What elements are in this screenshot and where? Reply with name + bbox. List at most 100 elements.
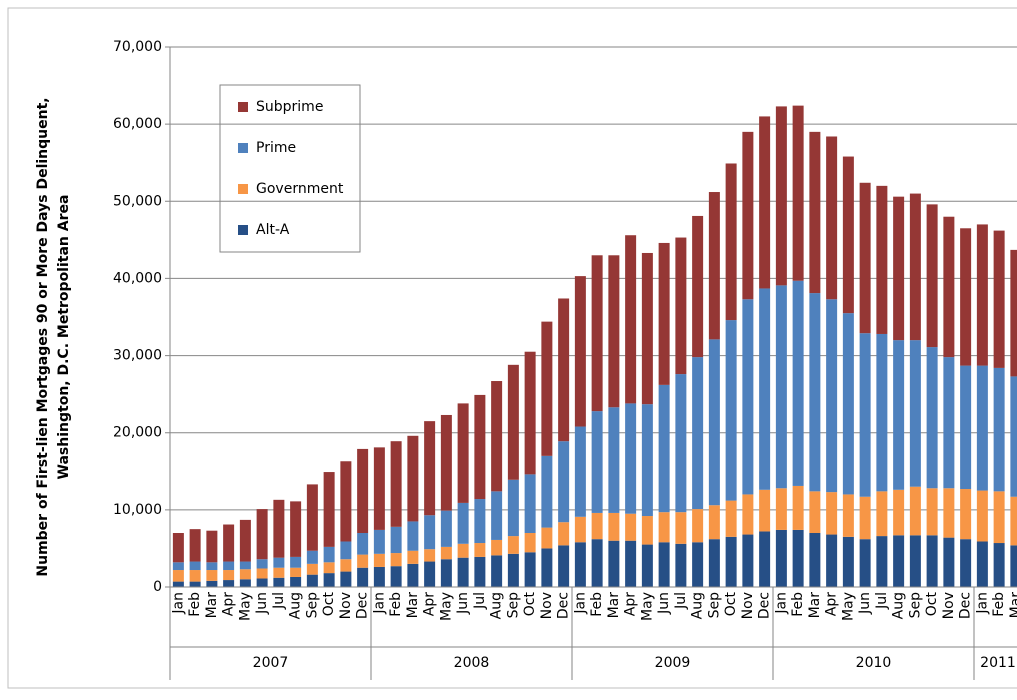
x-tick-label: Nov bbox=[740, 592, 756, 619]
x-tick-label: Oct bbox=[321, 592, 337, 617]
bar-segment bbox=[591, 411, 603, 513]
y-tick-label: 70,000 bbox=[113, 39, 162, 55]
bar-segment bbox=[926, 204, 938, 348]
bar-segment bbox=[206, 562, 218, 571]
bar-segment bbox=[357, 554, 369, 568]
x-tick-label: Mar bbox=[1008, 592, 1017, 619]
bar-segment bbox=[775, 285, 787, 489]
bar-segment bbox=[943, 216, 955, 358]
bar-segment bbox=[641, 404, 653, 517]
x-tick-label: Sep bbox=[304, 592, 320, 619]
bar-segment bbox=[558, 441, 570, 523]
bar-segment bbox=[809, 533, 821, 587]
bar-segment bbox=[708, 192, 720, 340]
bar-segment bbox=[926, 488, 938, 536]
bar-segment bbox=[842, 156, 854, 314]
bar-segment bbox=[256, 559, 268, 569]
bar-segment bbox=[842, 536, 854, 587]
bar-segment bbox=[893, 196, 905, 341]
legend-swatch bbox=[238, 143, 248, 153]
bar-segment bbox=[792, 529, 804, 587]
legend-swatch bbox=[238, 225, 248, 235]
bar-segment bbox=[976, 490, 988, 542]
bar-segment bbox=[172, 533, 184, 563]
bar-segment bbox=[290, 556, 302, 568]
bar-segment bbox=[474, 499, 486, 544]
bar-segment bbox=[206, 580, 218, 587]
x-tick-label: Apr bbox=[422, 592, 438, 616]
x-tick-label: Dec bbox=[958, 592, 974, 619]
legend-label: Alt-A bbox=[256, 222, 290, 238]
bar-segment bbox=[742, 299, 754, 495]
bar-segment bbox=[1010, 249, 1017, 377]
bar-segment bbox=[457, 543, 469, 558]
bar-segment bbox=[189, 561, 201, 571]
x-tick-label: Aug bbox=[288, 592, 304, 619]
bar-segment bbox=[206, 570, 218, 581]
x-tick-label: Mar bbox=[807, 592, 823, 619]
bar-segment bbox=[340, 541, 352, 560]
bar-segment bbox=[909, 535, 921, 587]
x-tick-label: May bbox=[438, 592, 454, 621]
bar-segment bbox=[675, 374, 687, 513]
bar-segment bbox=[675, 512, 687, 544]
bar-segment bbox=[407, 435, 419, 522]
x-tick-label: Dec bbox=[757, 592, 773, 619]
bar-segment bbox=[775, 106, 787, 286]
y-tick-label: 20,000 bbox=[113, 425, 162, 441]
bar-segment bbox=[541, 455, 553, 528]
bar-segment bbox=[424, 421, 436, 516]
x-tick-label: Mar bbox=[405, 592, 421, 619]
bar-segment bbox=[876, 333, 888, 492]
bar-segment bbox=[172, 581, 184, 587]
x-tick-label: Jul bbox=[673, 592, 689, 610]
bar-segment bbox=[474, 543, 486, 557]
bar-segment bbox=[290, 567, 302, 577]
bar-segment bbox=[223, 561, 235, 571]
bar-segment bbox=[1010, 376, 1017, 497]
bar-segment bbox=[658, 384, 670, 513]
x-tick-label: Jan bbox=[170, 592, 186, 615]
bar-segment bbox=[172, 570, 184, 582]
bar-segment bbox=[625, 513, 637, 541]
bar-segment bbox=[993, 230, 1005, 368]
bar-segment bbox=[641, 252, 653, 405]
legend-label: Prime bbox=[256, 140, 296, 156]
bar-segment bbox=[290, 501, 302, 557]
bar-segment bbox=[390, 553, 402, 567]
bar-segment bbox=[759, 531, 771, 587]
bar-segment bbox=[943, 357, 955, 489]
bar-segment bbox=[273, 577, 285, 587]
bar-segment bbox=[826, 299, 838, 493]
bar-segment bbox=[708, 539, 720, 587]
bar-segment bbox=[742, 131, 754, 300]
bar-segment bbox=[993, 491, 1005, 544]
legend-label: Government bbox=[256, 181, 344, 197]
bar-segment bbox=[943, 488, 955, 538]
bar-segment bbox=[273, 557, 285, 568]
bar-segment bbox=[960, 539, 972, 587]
bar-segment bbox=[524, 474, 536, 533]
bar-segment bbox=[859, 496, 871, 540]
x-group-label: 2011 bbox=[980, 655, 1016, 671]
bar-segment bbox=[440, 559, 452, 587]
bar-segment bbox=[675, 237, 687, 375]
x-tick-label: Feb bbox=[388, 592, 404, 617]
bar-segment bbox=[491, 539, 503, 556]
x-tick-label: Nov bbox=[941, 592, 957, 619]
bar-segment bbox=[306, 484, 318, 551]
bar-segment bbox=[759, 116, 771, 289]
x-tick-label: Jun bbox=[455, 592, 471, 615]
bar-segment bbox=[256, 578, 268, 587]
bar-segment bbox=[809, 293, 821, 492]
legend-swatch bbox=[238, 184, 248, 194]
bar-segment bbox=[725, 163, 737, 321]
bar-segment bbox=[323, 562, 335, 574]
bar-segment bbox=[909, 340, 921, 487]
bar-segment bbox=[591, 255, 603, 412]
bar-segment bbox=[775, 488, 787, 530]
y-tick-label: 30,000 bbox=[113, 348, 162, 364]
x-tick-label: Mar bbox=[606, 592, 622, 619]
bar-segment bbox=[491, 491, 503, 540]
bar-segment bbox=[507, 536, 519, 554]
